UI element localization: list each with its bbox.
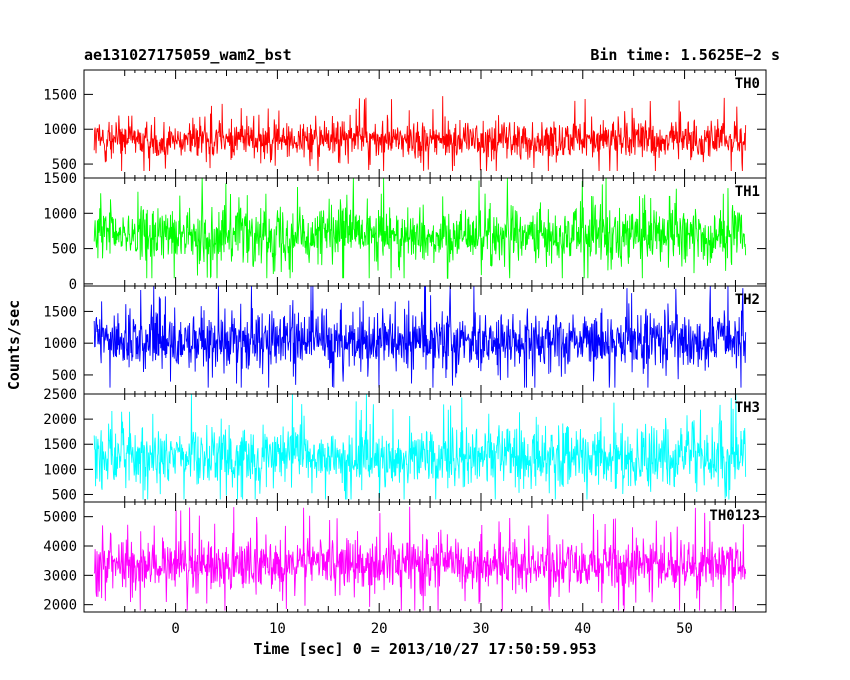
x-tick-label: 0 bbox=[171, 621, 179, 637]
series-trace-th0123 bbox=[93, 506, 747, 611]
y-tick-label: 500 bbox=[52, 157, 77, 173]
x-tick-label: 30 bbox=[473, 621, 490, 637]
panel-frame bbox=[83, 69, 767, 179]
y-tick-label: 2000 bbox=[43, 412, 77, 428]
panel-label-th3: TH3 bbox=[735, 400, 760, 416]
y-tick-label: 1000 bbox=[43, 462, 77, 478]
panel-th0: 500 1000 1500 TH0 bbox=[43, 69, 767, 179]
y-tick-label: 3000 bbox=[43, 568, 77, 584]
chart-title-left: ae131027175059_wam2_bst bbox=[84, 46, 292, 64]
panel-label-th0: TH0 bbox=[735, 76, 760, 92]
series-trace-th2 bbox=[93, 285, 747, 388]
y-tick-label: 2000 bbox=[43, 598, 77, 614]
y-tick-label: 1000 bbox=[43, 336, 77, 352]
y-tick-label: 5000 bbox=[43, 510, 77, 526]
panel-label-th1: TH1 bbox=[735, 184, 760, 200]
y-tick-label: 1500 bbox=[43, 171, 77, 187]
y-tick-label: 1000 bbox=[43, 206, 77, 222]
y-tick-label: 4000 bbox=[43, 539, 77, 555]
panel-frame bbox=[83, 501, 767, 613]
y-tick-label: 2500 bbox=[43, 387, 77, 403]
x-tick-label: 40 bbox=[574, 621, 591, 637]
x-tick-label: 10 bbox=[269, 621, 286, 637]
y-tick-label: 1500 bbox=[43, 437, 77, 453]
chart-title-right: Bin time: 1.5625E−2 s bbox=[590, 46, 780, 64]
x-tick-label: 50 bbox=[676, 621, 693, 637]
series-trace-th1 bbox=[93, 177, 747, 279]
y-tick-label: 1000 bbox=[43, 122, 77, 138]
panel-th1: 0 500 1000 1500 TH1 bbox=[43, 171, 767, 293]
series-trace-th3 bbox=[93, 393, 747, 500]
y-tick-label: 500 bbox=[52, 242, 77, 258]
y-tick-label: 1500 bbox=[43, 304, 77, 320]
x-axis-title: Time [sec] 0 = 2013/10/27 17:50:59.953 bbox=[253, 640, 596, 658]
y-tick-label: 500 bbox=[52, 487, 77, 503]
y-tick-label: 0 bbox=[69, 277, 77, 293]
panel-th2: 500 1000 1500 TH2 bbox=[43, 285, 767, 395]
y-tick-label: 500 bbox=[52, 368, 77, 384]
x-tick-label: 20 bbox=[371, 621, 388, 637]
y-axis-title: Counts/sec bbox=[5, 300, 23, 390]
panel-label-th2: TH2 bbox=[735, 292, 760, 308]
panel-th0123: 2000 3000 4000 5000 TH0123 bbox=[43, 501, 767, 614]
panel-label-th0123: TH0123 bbox=[709, 508, 760, 524]
y-tick-label: 1500 bbox=[43, 87, 77, 103]
panel-th3: 500 1000 1500 2000 2500 TH3 bbox=[43, 387, 767, 503]
series-trace-th0 bbox=[93, 96, 747, 172]
panels-group: 50010001500TH0050010001500TH150010001500… bbox=[43, 69, 767, 637]
